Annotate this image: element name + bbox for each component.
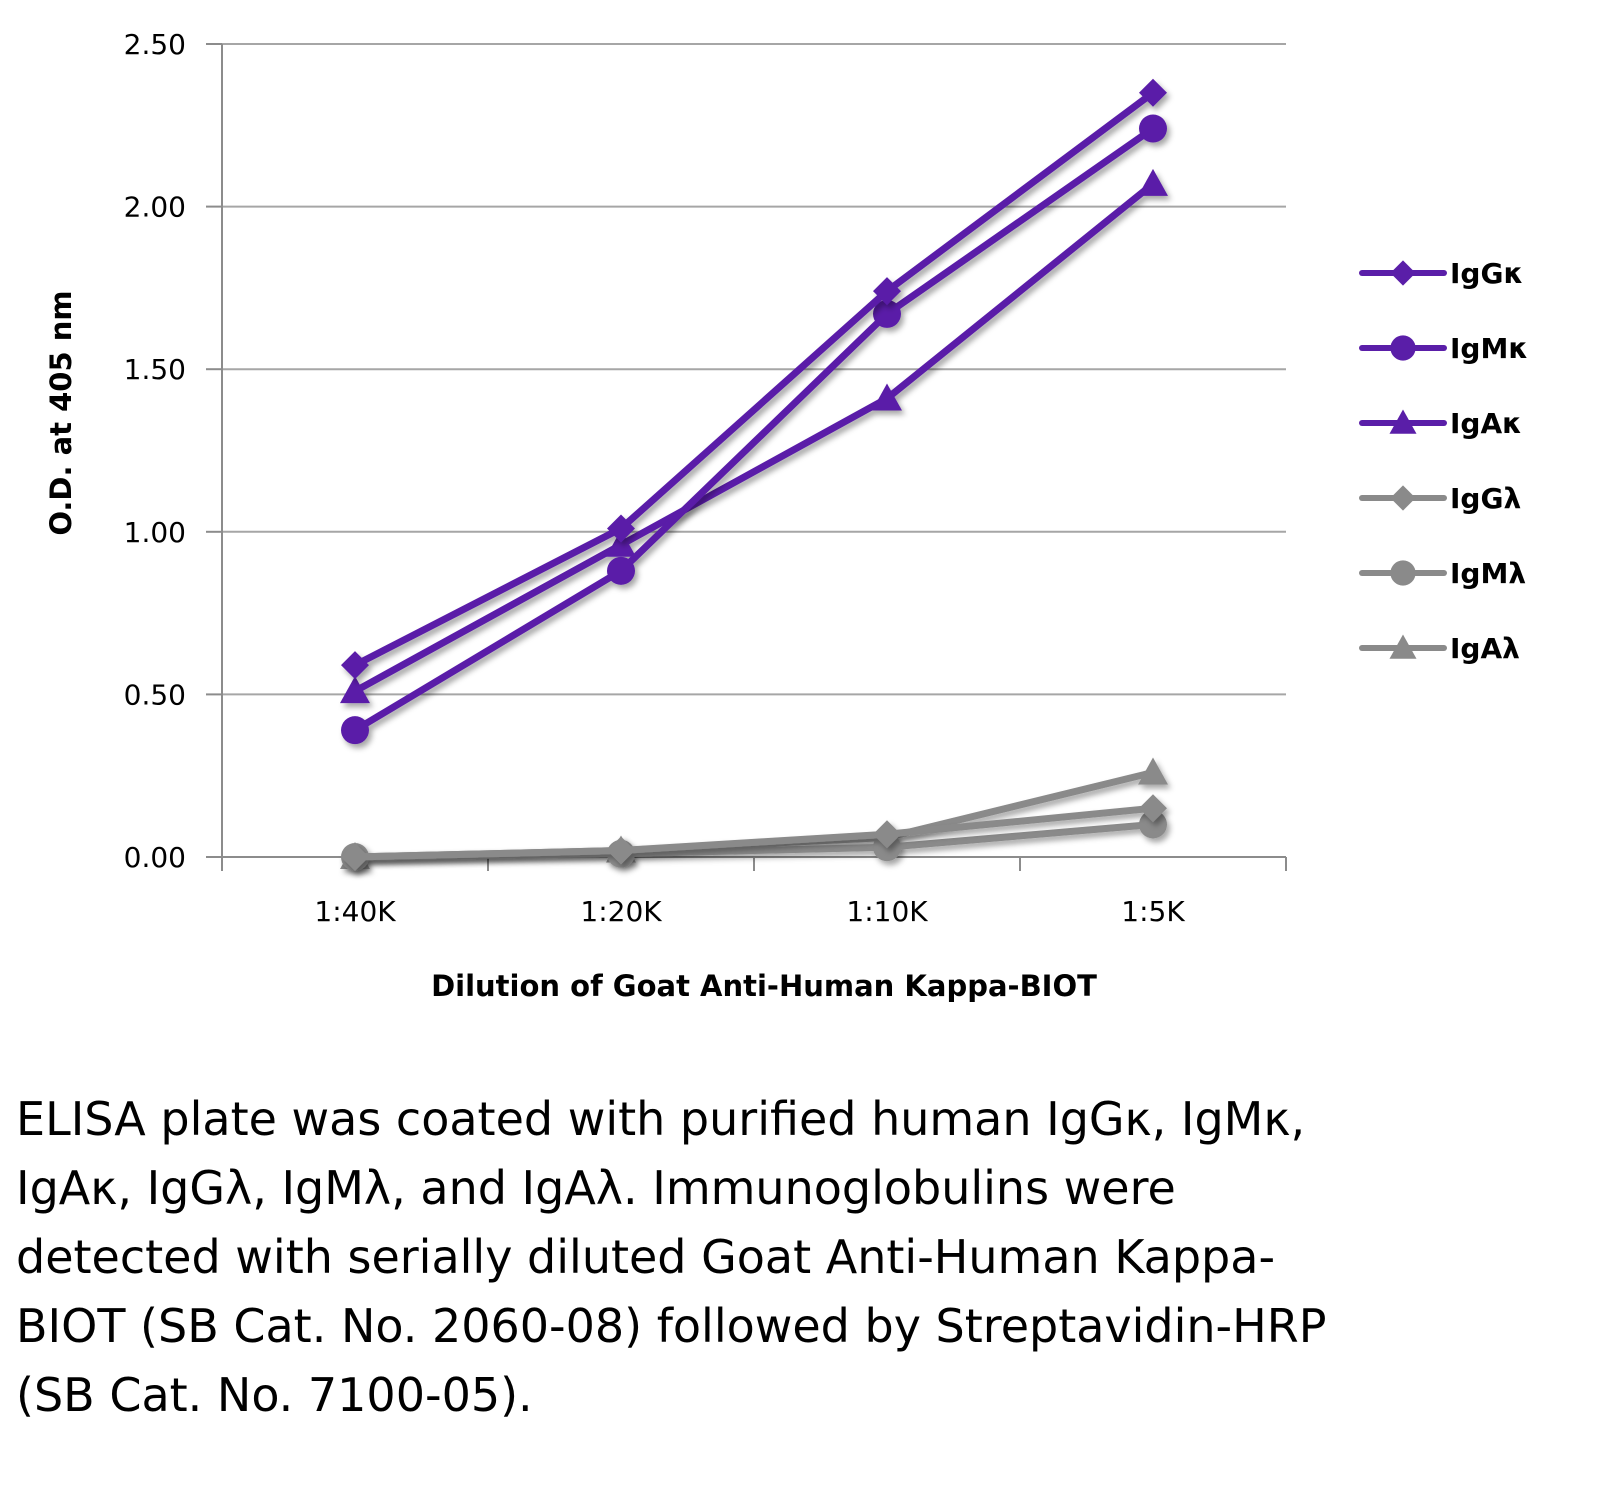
legend-item: IgMλ xyxy=(1359,557,1526,590)
data-point xyxy=(873,820,901,849)
x-axis-title: Dilution of Goat Anti-Human Kappa-BIOT xyxy=(431,969,1097,1003)
series-0 xyxy=(341,78,1167,680)
legend-marker xyxy=(1389,409,1417,434)
data-point xyxy=(1139,810,1167,839)
data-point xyxy=(341,716,369,745)
legend-label: IgGλ xyxy=(1450,482,1521,515)
y-tick-label: 1.00 xyxy=(124,516,186,549)
series-line xyxy=(351,89,1157,669)
data-point xyxy=(607,556,635,585)
data-point xyxy=(1139,78,1167,107)
legend-label: IgGκ xyxy=(1450,257,1523,290)
figure-caption: ELISA plate was coated with purified hum… xyxy=(16,1092,1327,1422)
legend-marker xyxy=(1390,485,1416,511)
legend-item: IgMκ xyxy=(1359,332,1528,365)
legend-marker xyxy=(1390,560,1416,586)
data-point xyxy=(606,529,636,557)
data-point xyxy=(607,514,635,543)
legend-label: IgMκ xyxy=(1450,332,1528,365)
legend-item: IgGλ xyxy=(1359,482,1521,515)
series-line xyxy=(351,180,1157,695)
y-tick-label: 1.50 xyxy=(124,353,186,386)
legend-item: IgAκ xyxy=(1359,407,1522,440)
legend-marker xyxy=(1390,260,1416,286)
series-line xyxy=(351,125,1157,734)
data-point xyxy=(873,277,901,306)
legend-item: IgAλ xyxy=(1359,632,1520,665)
x-tick-label: 1:10K xyxy=(846,895,928,928)
data-point xyxy=(1138,168,1168,196)
series-layer xyxy=(340,78,1168,871)
y-tick-label: 0.50 xyxy=(124,678,186,711)
data-point xyxy=(341,651,369,680)
x-tick-label: 1:20K xyxy=(580,895,662,928)
legend-item: IgGκ xyxy=(1359,257,1523,290)
legend: IgGκ IgMκ IgAκ IgGλ IgMλ IgAλ xyxy=(1359,257,1528,665)
y-tick-label: 0.00 xyxy=(124,841,186,874)
legend-label: IgAκ xyxy=(1450,407,1522,440)
legend-marker xyxy=(1390,335,1416,361)
data-point xyxy=(341,843,369,871)
y-axis-title: O.D. at 405 nm xyxy=(44,290,78,535)
elisa-line-chart: 0.00 0.50 1.00 1.50 2.00 2.50 1:40K 1:20K 1:10K 1… xyxy=(44,28,1528,1003)
data-point xyxy=(1139,114,1167,143)
series-3 xyxy=(341,794,1167,871)
data-point xyxy=(872,383,902,411)
gridlines xyxy=(222,43,1286,696)
legend-label: IgAλ xyxy=(1450,632,1520,665)
series-1 xyxy=(341,114,1167,745)
data-point xyxy=(1138,757,1168,785)
y-tick-label: 2.00 xyxy=(124,191,186,224)
data-point xyxy=(340,676,370,704)
axes: 0.00 0.50 1.00 1.50 2.00 2.50 1:40K 1:20K 1:10K 1… xyxy=(124,28,1287,928)
data-point xyxy=(607,836,635,865)
series-line xyxy=(351,804,1157,861)
legend-label: IgMλ xyxy=(1450,557,1526,590)
data-point xyxy=(873,299,901,328)
y-tick-label: 2.50 xyxy=(124,28,186,61)
data-point xyxy=(1139,794,1167,823)
legend-marker xyxy=(1389,634,1417,659)
x-tick-label: 1:40K xyxy=(314,895,396,928)
series-2 xyxy=(340,168,1168,704)
x-tick-label: 1:5K xyxy=(1121,895,1185,928)
